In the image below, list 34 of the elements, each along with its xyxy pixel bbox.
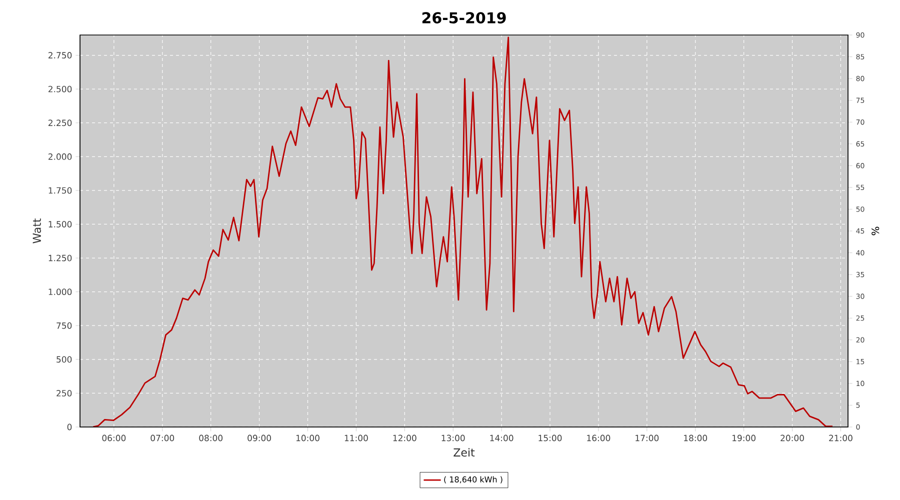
y-axis-title: Watt — [32, 218, 42, 244]
x-tick-label: 13:00 — [442, 434, 465, 442]
y-tick-label: 750 — [56, 322, 72, 329]
chart-title: 26-5-2019 — [422, 12, 506, 24]
x-tick-label: 06:00 — [102, 434, 126, 442]
legend-label: ( 18,640 kWh ) — [444, 476, 502, 484]
x-tick-label: 09:00 — [248, 434, 271, 442]
y2-axis-title: % — [872, 226, 880, 236]
x-tick-label: 16:00 — [587, 434, 610, 442]
y-tick-label: 250 — [56, 390, 72, 396]
x-tick-label: 18:00 — [684, 434, 708, 442]
y-tick-label: 1.500 — [48, 221, 72, 228]
y-tick-label: 1.000 — [48, 288, 72, 296]
x-tick-label: 17:00 — [636, 434, 659, 442]
x-tick-label: 15:00 — [538, 434, 562, 442]
y-tick-label: 2.500 — [48, 86, 72, 92]
y-tick-label: 2.750 — [48, 52, 72, 58]
y-tick-label: 2.250 — [48, 120, 72, 126]
x-tick-label: 07:00 — [150, 434, 174, 442]
x-tick-label: 14:00 — [490, 434, 514, 442]
x-tick-label: 11:00 — [344, 434, 368, 442]
y-tick-label: 1.750 — [48, 187, 72, 194]
y-tick-label: 500 — [56, 356, 72, 363]
x-tick-label: 10:00 — [296, 434, 320, 442]
y-tick-label: 2.000 — [48, 153, 72, 160]
y-tick-label: 1.250 — [48, 254, 72, 262]
y-tick-label: 0 — [67, 424, 72, 430]
x-tick-label: 20:00 — [780, 434, 804, 442]
x-tick-label: 08:00 — [199, 434, 223, 442]
x-tick-label: 12:00 — [393, 434, 416, 442]
line-series — [92, 36, 834, 427]
x-tick-label: 21:00 — [829, 434, 852, 442]
x-tick-label: 19:00 — [732, 434, 756, 442]
x-axis-title: Zeit — [454, 448, 475, 457]
